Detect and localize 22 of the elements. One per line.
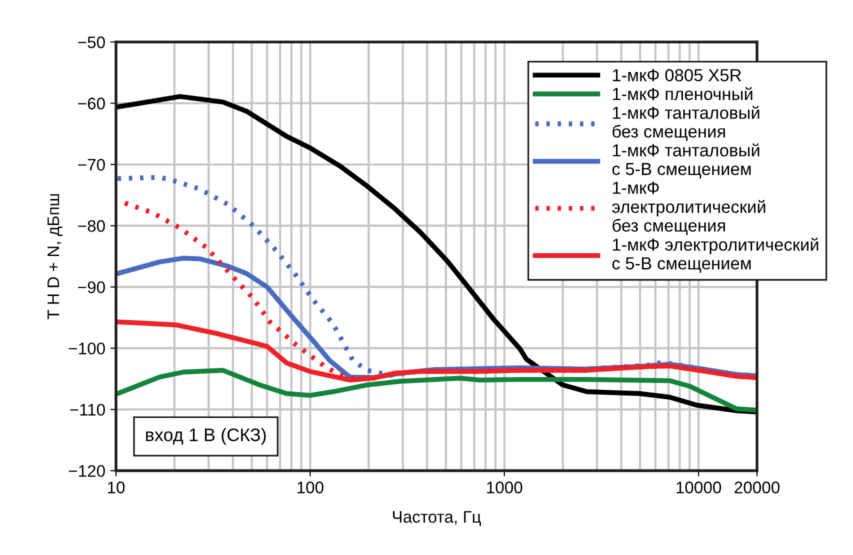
- legend-label: 1-мкФ электролитический с 5-В смещением: [612, 238, 818, 273]
- y-axis-title: T H D + N, дБпш: [48, 194, 62, 320]
- y-tick-label: −110: [70, 404, 105, 416]
- y-tick-label: −90: [78, 281, 105, 294]
- x-tick-label: 1000: [487, 482, 522, 494]
- legend-label: 1-мкФ 0805 X5R: [612, 69, 742, 82]
- x-tick-label: 10000: [676, 482, 722, 494]
- annotation: вход 1 В (СКЗ): [146, 428, 266, 445]
- y-tick-label: −60: [78, 98, 105, 110]
- x-axis-title: Частота, Гц: [393, 511, 481, 526]
- legend-label: 1-мкФ танталовый без смещения: [612, 106, 760, 141]
- x-tick-label: 100: [298, 482, 324, 494]
- y-tick-label: −80: [78, 220, 105, 232]
- legend-label: 1-мкФ пленочный: [612, 87, 752, 100]
- legend-label: 1-мкФ электролитический без смещения: [612, 182, 766, 235]
- y-tick-label: −70: [78, 158, 105, 171]
- legend-label: 1-мкФ танталовый с 5-В смещением: [612, 143, 760, 178]
- y-tick-label: −120: [68, 465, 105, 477]
- x-tick-label: 20000: [734, 482, 780, 494]
- y-tick-label: −50: [78, 36, 105, 48]
- x-tick-label: 10: [108, 482, 125, 494]
- y-tick-label: −100: [68, 342, 105, 354]
